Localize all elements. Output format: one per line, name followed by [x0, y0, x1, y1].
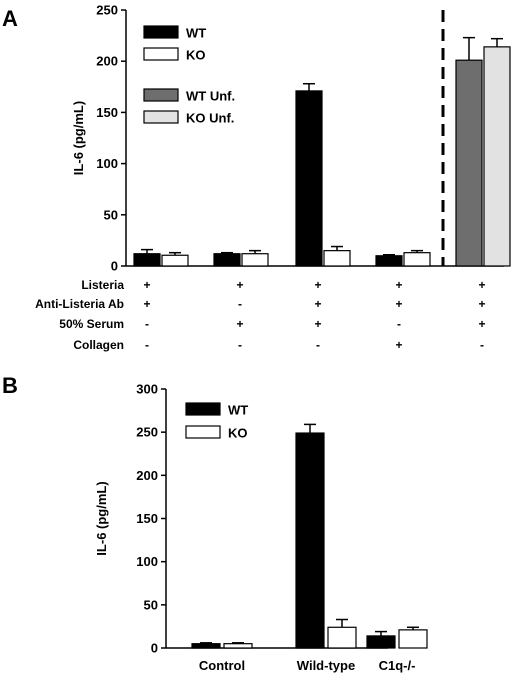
panel-b-ytick-label: 200	[136, 468, 158, 483]
panel-a-condition-sign: -	[316, 338, 320, 352]
panel-a-legend-label: KO Unf.	[186, 111, 234, 126]
panel-a-condition-label: Listeria	[81, 278, 124, 292]
panel-a-legend-label: WT	[186, 26, 206, 41]
panel-b-category-label: Wild-type	[297, 658, 355, 673]
panel-a-condition-sign: +	[478, 297, 485, 311]
panel-b-ytick-label: 150	[136, 511, 158, 526]
panel-a-condition-sign: -	[145, 338, 149, 352]
panel-a-bar-ko-unf-	[483, 46, 511, 267]
panel-b-bar-wt	[366, 635, 396, 649]
panel-a-condition-sign: +	[314, 278, 321, 292]
panel-b-legend-swatch	[185, 425, 221, 439]
panel-a-condition-sign: +	[395, 278, 402, 292]
panel-a-ytick-label: 200	[96, 54, 118, 69]
panel-a-legend-label: WT Unf.	[186, 89, 235, 104]
panel-a-chart: A 0 50 100 150 200 250 IL-6 (pg/mL) WT KO WT Unf. K…	[2, 3, 511, 352]
panel-a-condition-label: Collagen	[73, 338, 124, 352]
panel-a-bar-wt	[375, 255, 403, 267]
panel-a-condition-sign: +	[314, 297, 321, 311]
panel-a-legend-swatch	[143, 110, 179, 124]
panel-b-ytick-label: 50	[144, 597, 158, 612]
panel-b-bar-ko	[398, 629, 428, 649]
panel-a-ytick-label: 50	[104, 207, 118, 222]
panel-a-bar-ko	[161, 254, 189, 267]
panel-a-y-axis-label: IL-6 (pg/mL)	[71, 101, 86, 175]
panel-a-condition-sign: +	[395, 297, 402, 311]
panel-a-condition-label: Anti-Listeria Ab	[35, 297, 124, 311]
panel-a-condition-sign: +	[143, 278, 150, 292]
panel-a-bar-wt	[133, 253, 161, 267]
panel-a-condition-sign: +	[478, 278, 485, 292]
panel-a-condition-sign: -	[238, 338, 242, 352]
panel-a-bar-wt	[295, 90, 323, 267]
panel-a-ytick-label: 250	[96, 3, 118, 18]
panel-a-bar-ko	[323, 250, 351, 267]
panel-b-bar-ko	[327, 626, 357, 649]
panel-b-ytick-label: 300	[136, 382, 158, 397]
panel-a-bar-ko	[403, 252, 431, 267]
panel-b-legend-label: KO	[228, 426, 248, 441]
panel-b-chart: B 0 50 100 150 200 250 300 IL-6 (pg/mL) Control Wi…	[2, 373, 428, 673]
panel-a-legend-label: KO	[186, 48, 206, 63]
panel-b-bar-wt	[191, 643, 221, 649]
panel-a-condition-sign: -	[480, 338, 484, 352]
panel-a-condition-sign: -	[397, 317, 401, 331]
panel-a-condition-sign: +	[236, 317, 243, 331]
panel-a-bar-wt	[213, 253, 241, 267]
panel-a-condition-sign: +	[143, 297, 150, 311]
panel-b-ytick-label: 0	[151, 641, 158, 656]
panel-b-bar-ko	[223, 643, 253, 649]
panel-b-legend-label: WT	[228, 403, 248, 418]
panel-a-ytick-label: 150	[96, 105, 118, 120]
panel-a-bar-wt-unf-	[455, 59, 483, 267]
panel-a-legend-swatch	[143, 25, 179, 39]
panel-a-condition-sign: -	[145, 317, 149, 331]
panel-a-condition-sign: +	[314, 317, 321, 331]
panel-a-condition-sign: -	[238, 297, 242, 311]
panel-b-legend-swatch	[185, 402, 221, 416]
panel-b-category-label: C1q-/-	[379, 658, 416, 673]
panel-a-ytick-label: 0	[111, 259, 118, 274]
panel-b-ytick-label: 100	[136, 554, 158, 569]
panel-b-letter: B	[2, 373, 18, 398]
panel-a-legend-swatch	[143, 88, 179, 102]
panel-a-condition-sign: +	[236, 278, 243, 292]
panel-a-ytick-label: 100	[96, 156, 118, 171]
panel-a-condition-sign: +	[395, 338, 402, 352]
panel-b-bar-wt	[295, 432, 325, 649]
panel-a-condition-label: 50% Serum	[59, 317, 124, 331]
panel-b-category-label: Control	[199, 658, 245, 673]
panel-a-bar-ko	[241, 253, 269, 267]
panel-a-letter: A	[2, 6, 18, 31]
panel-a-legend-swatch	[143, 47, 179, 61]
panel-a-condition-sign: +	[478, 317, 485, 331]
panel-b-ytick-label: 250	[136, 425, 158, 440]
panel-b-y-axis-label: IL-6 (pg/mL)	[94, 481, 109, 555]
